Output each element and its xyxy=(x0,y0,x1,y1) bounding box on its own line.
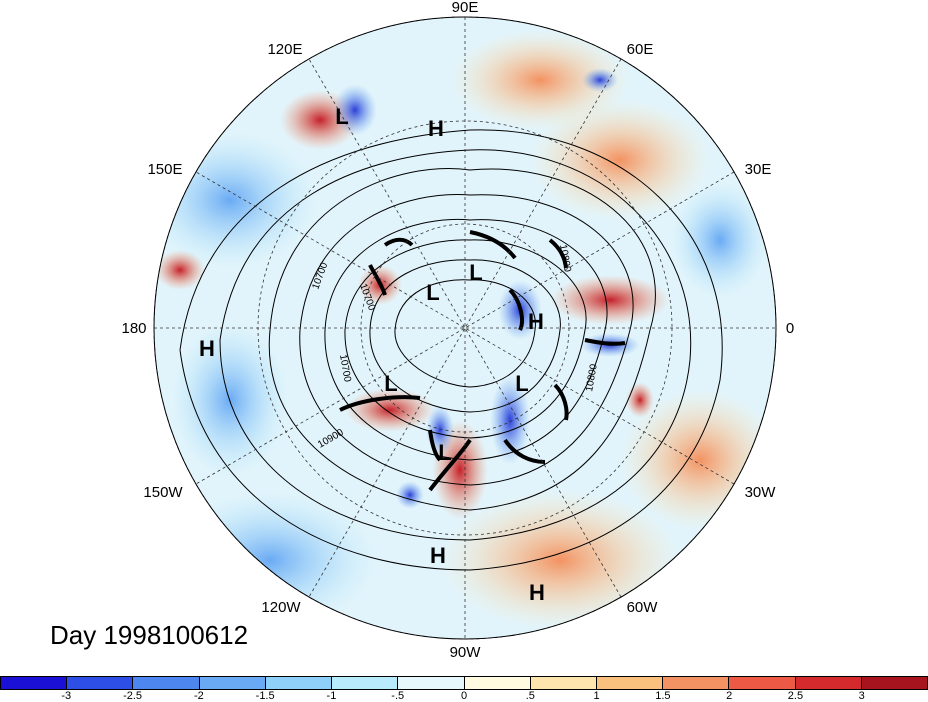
colorbar-tick-label: 2.5 xyxy=(787,690,804,702)
colorbar-swatch xyxy=(663,677,730,689)
colorbar-tick-label: 1.5 xyxy=(655,690,671,702)
colorbar-tick-label: -3 xyxy=(61,690,72,702)
colorbar-swatch xyxy=(133,677,200,689)
pressure-center: H xyxy=(529,580,545,605)
colorbar-tick-label: -2 xyxy=(193,690,204,702)
colorbar-tick-label: 2 xyxy=(726,690,733,702)
pressure-center: L xyxy=(426,280,439,305)
lon-label-120w: 120W xyxy=(261,599,301,616)
lon-label-30e: 30E xyxy=(745,161,772,178)
map-title: Day 1998100612 xyxy=(50,620,249,650)
map-border xyxy=(153,16,777,640)
pressure-center: L xyxy=(469,260,482,285)
lon-label-150w: 150W xyxy=(143,484,183,501)
colorbar xyxy=(0,676,928,690)
lon-label-90e: 90E xyxy=(452,0,479,16)
contour-label: 10800 xyxy=(557,244,573,274)
colorbar-swatch xyxy=(199,677,266,689)
colorbar-tick-label: -1.5 xyxy=(255,690,275,702)
pressure-center: H xyxy=(528,309,544,334)
pressure-center: L xyxy=(515,371,528,396)
colorbar-tick-label: -.5 xyxy=(391,690,405,702)
colorbar-swatch xyxy=(67,677,134,689)
pressure-center: H xyxy=(199,336,215,361)
colorbar-tick-label: 1 xyxy=(593,690,600,702)
lon-label-180: 180 xyxy=(121,320,146,337)
colorbar-swatch xyxy=(1,677,68,689)
height-contours xyxy=(179,129,723,571)
colorbar-tick-label: .5 xyxy=(525,690,535,702)
colorbar-swatch xyxy=(795,677,862,689)
colorbar-swatch xyxy=(729,677,796,689)
lon-label-60w: 60W xyxy=(627,599,659,616)
colorbar-swatch xyxy=(596,677,664,689)
pressure-center: L xyxy=(335,104,348,129)
lon-label-120e: 120E xyxy=(267,41,302,58)
colorbar-swatch xyxy=(398,677,465,689)
colorbar-tick-label: 3 xyxy=(858,690,865,702)
contour-label: 10700 xyxy=(337,354,353,384)
colorbar-swatch xyxy=(530,677,597,689)
lon-label-60e: 60E xyxy=(627,41,654,58)
colorbar-tick-label: -2.5 xyxy=(123,690,143,702)
colorbar-swatch xyxy=(265,677,333,689)
lon-label-150e: 150E xyxy=(147,161,182,178)
lon-label-0: 0 xyxy=(786,320,794,337)
pressure-center: H xyxy=(428,116,444,141)
lon-label-30w: 30W xyxy=(745,484,777,501)
pressure-center: H xyxy=(430,543,446,568)
pressure-center: L xyxy=(438,440,451,465)
colorbar-swatch xyxy=(861,677,928,689)
colorbar-tick-label: -1 xyxy=(326,690,337,702)
pressure-center: L xyxy=(384,371,397,396)
colorbar-tick-label: 0 xyxy=(460,690,468,702)
anomaly-field xyxy=(154,17,776,639)
contour-label: 10800 xyxy=(584,363,600,393)
colorbar-swatch xyxy=(332,677,399,689)
lon-label-90w: 90W xyxy=(450,644,482,661)
colorbar-swatch xyxy=(464,677,531,689)
